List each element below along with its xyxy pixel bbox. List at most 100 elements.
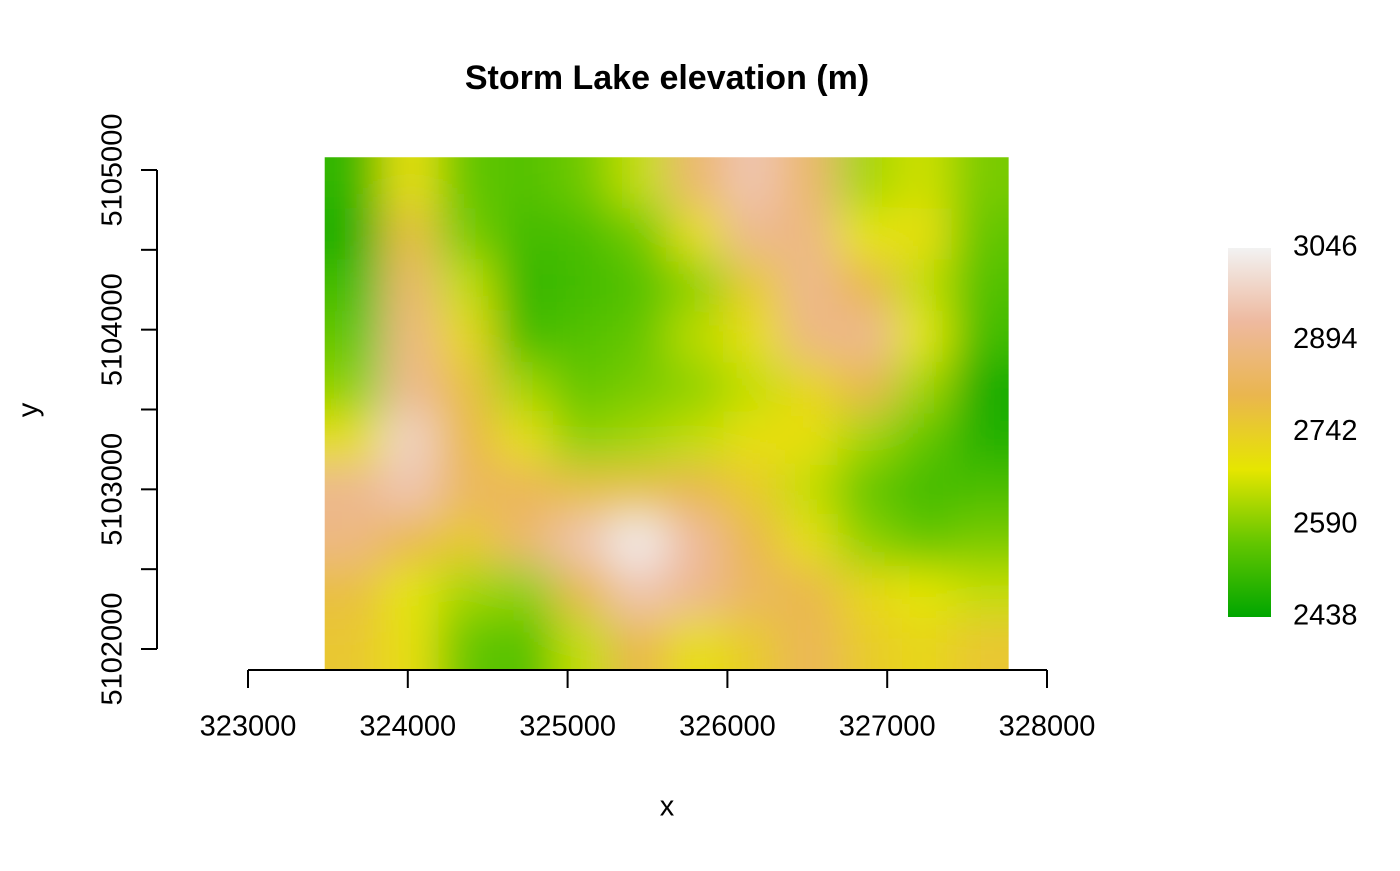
raster-cell bbox=[666, 259, 725, 312]
raster-cell bbox=[609, 515, 668, 568]
raster-cell bbox=[837, 259, 896, 312]
legend-tick-label: 3046 bbox=[1293, 231, 1358, 263]
raster-cell bbox=[552, 157, 611, 209]
raster-cell bbox=[609, 566, 668, 619]
raster-cell bbox=[609, 259, 668, 312]
raster-cell bbox=[951, 617, 1009, 669]
raster-cell bbox=[723, 413, 782, 465]
axes: 5102000 5103000 5104000 5105000 323000 324000… bbox=[97, 114, 1358, 743]
raster-cell bbox=[951, 157, 1009, 209]
raster-cell bbox=[552, 208, 611, 261]
y-tick-label: 5105000 bbox=[97, 114, 129, 227]
y-tick-label: 5104000 bbox=[97, 273, 129, 386]
raster-cell bbox=[837, 208, 896, 261]
raster-cell bbox=[666, 515, 725, 568]
raster-cell bbox=[723, 208, 782, 261]
raster-cell bbox=[609, 464, 668, 516]
raster-cell bbox=[438, 515, 497, 568]
color-bar bbox=[1228, 248, 1271, 617]
raster-cell bbox=[951, 361, 1009, 414]
raster-cell bbox=[780, 566, 839, 619]
raster-cell bbox=[837, 157, 896, 209]
raster-cell bbox=[894, 259, 953, 312]
raster-cell bbox=[894, 617, 953, 669]
raster-cell bbox=[609, 361, 668, 414]
raster-cell bbox=[381, 566, 440, 619]
raster-cell bbox=[438, 413, 497, 465]
raster-cell bbox=[666, 617, 725, 669]
raster-cell bbox=[951, 208, 1009, 261]
raster-cell bbox=[666, 464, 725, 516]
raster-cell bbox=[438, 157, 497, 209]
raster-cell bbox=[552, 361, 611, 414]
raster-cell bbox=[951, 515, 1009, 568]
raster-cell bbox=[951, 310, 1009, 363]
x-tick-label: 327000 bbox=[839, 711, 936, 743]
raster-cell bbox=[837, 464, 896, 516]
x-tick-label: 328000 bbox=[999, 711, 1096, 743]
raster-cell bbox=[780, 208, 839, 261]
raster-cell bbox=[723, 566, 782, 619]
y-tick-label: 5102000 bbox=[97, 593, 129, 706]
raster-cell bbox=[495, 617, 554, 669]
raster-cell bbox=[495, 208, 554, 261]
raster-cell bbox=[381, 617, 440, 669]
raster-cell bbox=[495, 259, 554, 312]
raster-cell bbox=[381, 515, 440, 568]
raster-cell bbox=[951, 464, 1009, 516]
raster-cell bbox=[495, 566, 554, 619]
raster-cell bbox=[381, 413, 440, 465]
raster-cell bbox=[780, 361, 839, 414]
raster-cell bbox=[666, 413, 725, 465]
raster-cell bbox=[780, 515, 839, 568]
raster-cell bbox=[609, 208, 668, 261]
y-tick-label: 5103000 bbox=[97, 433, 129, 546]
raster-cell bbox=[894, 157, 953, 209]
raster-cell bbox=[324, 617, 383, 669]
raster-cell bbox=[381, 464, 440, 516]
raster-cells bbox=[324, 157, 1009, 669]
raster-cell bbox=[951, 566, 1009, 619]
raster-cell bbox=[837, 361, 896, 414]
raster-cell bbox=[723, 259, 782, 312]
x-tick-label: 323000 bbox=[200, 711, 297, 743]
x-axis-label: x bbox=[660, 791, 675, 823]
raster-cell bbox=[723, 157, 782, 209]
x-tick-label: 324000 bbox=[359, 711, 456, 743]
raster-cell bbox=[780, 464, 839, 516]
raster-cell bbox=[552, 566, 611, 619]
raster-cell bbox=[552, 413, 611, 465]
x-tick-label: 325000 bbox=[519, 711, 616, 743]
raster-cell bbox=[894, 464, 953, 516]
raster-cell bbox=[495, 361, 554, 414]
raster-cell bbox=[381, 361, 440, 414]
raster-cell bbox=[894, 515, 953, 568]
raster-cell bbox=[723, 464, 782, 516]
raster-cell bbox=[324, 208, 383, 261]
raster-cell bbox=[552, 515, 611, 568]
raster-cell bbox=[324, 259, 383, 312]
raster-cell bbox=[609, 413, 668, 465]
raster-cell bbox=[780, 413, 839, 465]
raster-cell bbox=[666, 566, 725, 619]
raster-cell bbox=[951, 413, 1009, 465]
raster-cell bbox=[324, 361, 383, 414]
raster bbox=[324, 157, 1009, 669]
legend-tick-label: 2894 bbox=[1293, 323, 1358, 355]
raster-cell bbox=[381, 208, 440, 261]
raster-cell bbox=[837, 515, 896, 568]
raster-cell bbox=[438, 566, 497, 619]
raster-cell bbox=[324, 157, 383, 209]
raster-cell bbox=[438, 310, 497, 363]
raster-cell bbox=[780, 310, 839, 363]
raster-cell bbox=[495, 413, 554, 465]
raster-cell bbox=[894, 208, 953, 261]
raster-cell bbox=[552, 617, 611, 669]
x-tick-label: 326000 bbox=[679, 711, 776, 743]
raster-cell bbox=[894, 361, 953, 414]
raster-cell bbox=[894, 413, 953, 465]
raster-cell bbox=[438, 208, 497, 261]
raster-cell bbox=[780, 259, 839, 312]
raster-cell bbox=[381, 157, 440, 209]
raster-cell bbox=[723, 361, 782, 414]
